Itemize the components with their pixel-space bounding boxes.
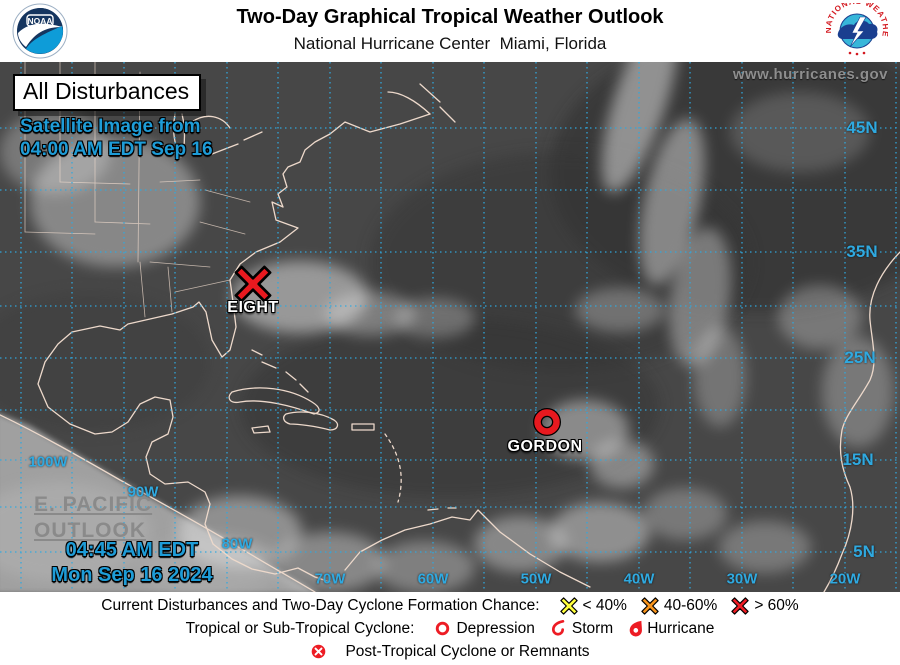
header: NOAA Two-Day Graphical Tropical Weather … [0, 0, 900, 62]
graticule [0, 62, 900, 592]
depression-label: Depression [456, 619, 535, 637]
e-pacific-outlook-link[interactable]: E. PACIFIC OUTLOOK [34, 492, 152, 544]
satellite-caption-line2: 04:00 AM EDT Sep 16 [20, 139, 213, 160]
lon-label-50w: 50W [520, 570, 552, 588]
storm-spiral-icon [551, 619, 565, 635]
legend-item-storm: Storm [549, 619, 614, 638]
medium-chance-x-icon [641, 596, 659, 615]
medium-chance-label: 40-60% [663, 596, 718, 614]
page-title: Two-Day Graphical Tropical Weather Outlo… [236, 6, 664, 28]
lat-label-35n: 35N [846, 242, 878, 261]
formation-chance-label: Current Disturbances and Two-Day Cyclone… [101, 596, 540, 614]
e-pacific-outlook-line2: OUTLOOK [34, 519, 146, 542]
low-chance-x-icon [559, 596, 578, 615]
issued-timestamp: 04:45 AM EDT Mon Sep 16 2024 [22, 538, 242, 588]
post-tropical-label: Post-Tropical Cyclone or Remnants [345, 642, 590, 660]
svg-text:NOAA: NOAA [27, 16, 52, 26]
legend: Current Disturbances and Two-Day Cyclone… [0, 592, 900, 665]
lon-label-90w: 90W [127, 483, 159, 501]
satellite-caption-line1: Satellite Image from [20, 116, 201, 137]
lat-label-25n: 25N [844, 348, 876, 367]
legend-item-medium-chance: 40-60% [641, 597, 717, 615]
issued-time: 04:45 AM EDT [65, 539, 199, 561]
page-subtitle: National Hurricane Center Miami, Florida [293, 34, 607, 53]
legend-item-hurricane: Hurricane [627, 620, 714, 638]
lon-label-60w: 60W [417, 570, 449, 588]
hurricane-label: Hurricane [647, 619, 715, 637]
satellite-imagery [0, 62, 900, 592]
lon-label-20w: 20W [829, 570, 861, 588]
lon-label-80w: 80W [221, 535, 253, 553]
lon-label-70w: 70W [314, 570, 346, 588]
noaa-logo-icon: NOAA [12, 3, 68, 59]
all-disturbances-toggle[interactable]: All Disturbances [13, 74, 202, 111]
lat-label-45n: 45N [846, 118, 878, 137]
lon-label-30w: 30W [726, 570, 758, 588]
depression-circle-icon [436, 621, 450, 636]
hurricanes-gov-watermark: www.hurricanes.gov [732, 66, 888, 83]
lon-label-100w: 100W [28, 453, 68, 471]
legend-item-low-chance: < 40% [559, 596, 627, 615]
disturbance-eight-label: EIGHT [227, 299, 279, 316]
cyclone-type-label: Tropical or Sub-Tropical Cyclone: [185, 619, 415, 637]
post-tropical-circled-x-icon [312, 644, 326, 659]
issued-date: Mon Sep 16 2024 [51, 564, 213, 586]
lat-label-5n: 5N [853, 542, 875, 561]
legend-row-cyclone-types: Tropical or Sub-Tropical Cyclone: Depres… [185, 618, 714, 640]
nws-logo-icon: NATIONAL WEATHER SERVICE [826, 3, 888, 58]
lon-label-40w: 40W [623, 570, 655, 588]
e-pacific-outlook-line1: E. PACIFIC [34, 493, 153, 516]
high-chance-label: > 60% [754, 596, 799, 614]
storm-gordon-circle-marker[interactable] [531, 406, 563, 438]
high-chance-x-icon [731, 596, 750, 615]
lat-label-15n: 15N [842, 450, 874, 469]
storm-gordon-label: GORDON [507, 438, 583, 455]
satellite-caption: Satellite Image from 04:00 AM EDT Sep 16 [20, 115, 213, 161]
hurricane-filled-icon [629, 620, 643, 636]
low-chance-label: < 40% [582, 596, 627, 614]
legend-row-post-tropical: Post-Tropical Cyclone or Remnants [310, 641, 590, 663]
legend-item-high-chance: > 60% [731, 596, 799, 615]
legend-item-post-tropical: Post-Tropical Cyclone or Remnants [310, 642, 590, 661]
satellite-map: www.hurricanes.gov All Disturbances Sate… [0, 62, 900, 592]
disturbance-eight-x-marker[interactable] [234, 265, 272, 303]
legend-row-formation-chance: Current Disturbances and Two-Day Cyclone… [101, 595, 799, 617]
legend-item-depression: Depression [434, 619, 535, 638]
storm-label: Storm [571, 619, 614, 637]
